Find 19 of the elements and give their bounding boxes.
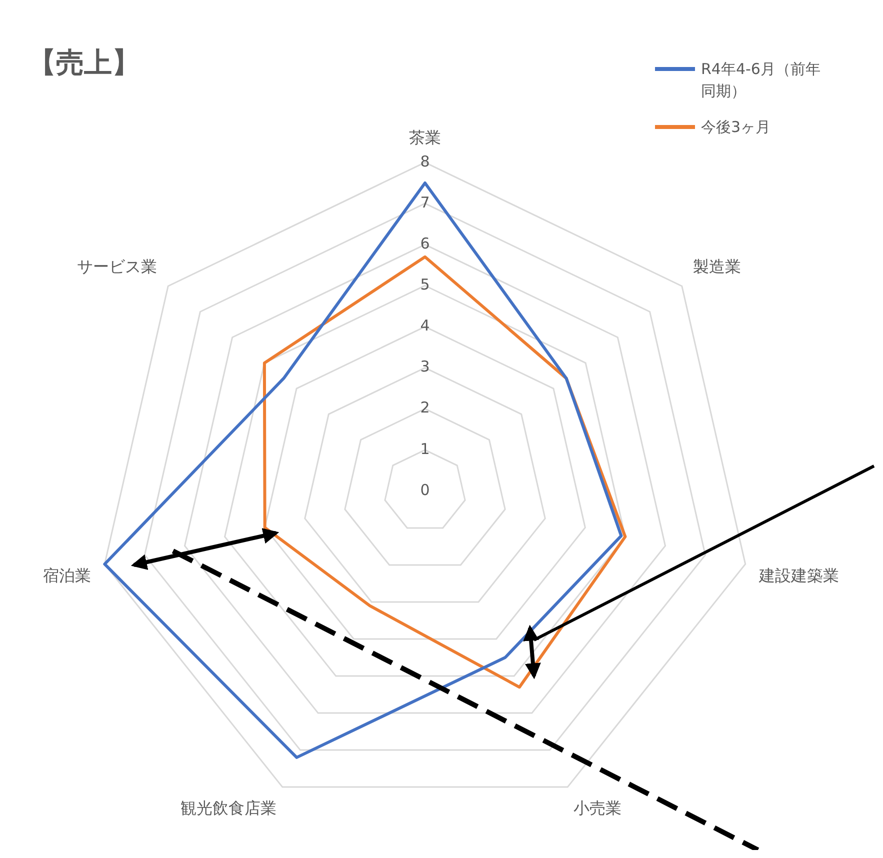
y-tick-label: 3 <box>420 358 430 376</box>
y-tick-label: 5 <box>420 276 430 294</box>
y-tick-label: 6 <box>420 234 430 252</box>
y-tick-label: 2 <box>420 398 430 417</box>
chart-title: 【売上】 <box>28 46 140 80</box>
spoke-label: 小売業 <box>574 798 622 818</box>
spoke-label: 宿泊業 <box>43 566 91 585</box>
spoke-label: 観光飲食店業 <box>180 798 276 818</box>
spoke-label: 建設建築業 <box>758 566 839 585</box>
y-tick-label: 1 <box>420 440 430 458</box>
y-tick-label: 7 <box>420 193 430 212</box>
spoke-label: 製造業 <box>692 256 741 276</box>
spoke-label: 茶業 <box>409 128 441 147</box>
y-tick-label: 0 <box>420 480 430 499</box>
legend-label: 今後3ヶ月 <box>701 117 771 138</box>
legend-label: R4年4-6月（前年同期） <box>701 59 822 102</box>
spoke-label: サービス業 <box>77 256 158 276</box>
y-tick-label: 4 <box>420 316 430 335</box>
y-tick-label: 8 <box>420 152 430 170</box>
